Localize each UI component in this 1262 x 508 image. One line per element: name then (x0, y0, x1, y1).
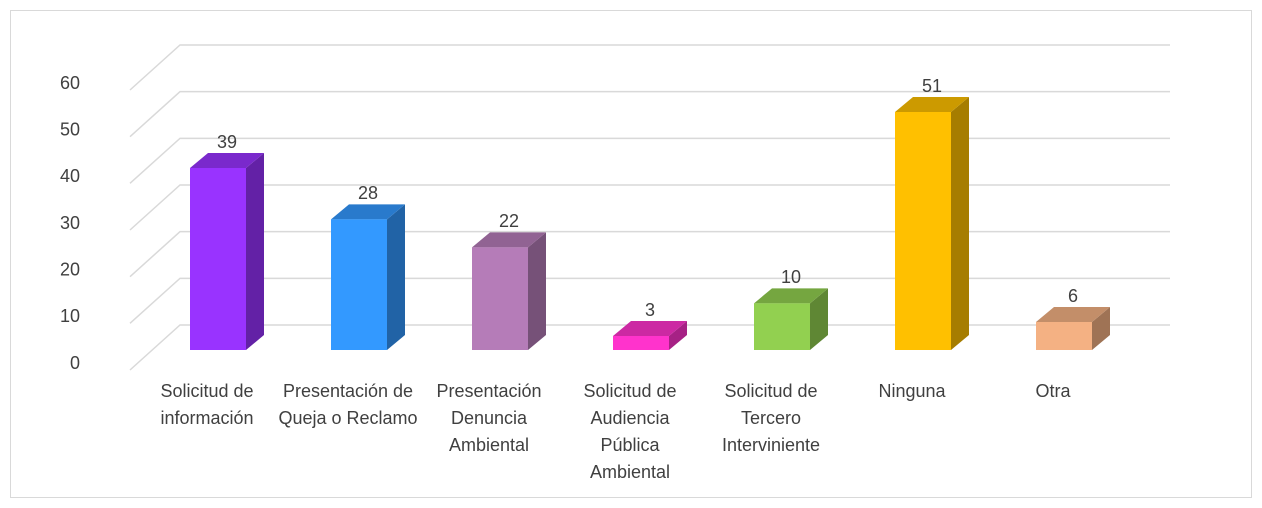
grid-line (129, 324, 1170, 371)
value-label: 10 (781, 267, 801, 287)
bar-top (472, 232, 546, 248)
x-tick-label: Presentación Denuncia Ambiental (436, 381, 542, 455)
bar-front (895, 112, 951, 350)
x-tick-label: Solicitud de Audiencia Pública Ambiental (583, 381, 677, 482)
y-tick-label: 50 (60, 119, 80, 139)
bar-side (669, 321, 687, 350)
grid-line (129, 137, 1170, 184)
bar-side (1092, 307, 1110, 350)
value-label: 22 (499, 211, 519, 231)
bar-front (1036, 322, 1092, 350)
bar-front (613, 336, 669, 350)
bar (895, 97, 969, 350)
x-tick-label: Ninguna (878, 381, 946, 401)
value-label: 51 (922, 76, 942, 96)
value-label: 39 (217, 132, 237, 152)
bar-front (190, 168, 246, 350)
bar-side (246, 153, 264, 350)
bar-front (754, 303, 810, 350)
bar (613, 321, 687, 350)
chart-border (10, 10, 1252, 498)
bar-side (810, 288, 828, 350)
bar (754, 288, 828, 350)
grid-line (129, 44, 1170, 91)
x-tick-label: Solicitud de información (160, 381, 254, 428)
bar (472, 232, 546, 350)
bar-top (895, 97, 969, 112)
bar-top (1036, 307, 1110, 322)
y-tick-label: 20 (60, 259, 80, 279)
grid-line (129, 90, 1170, 138)
y-tick-label: 10 (60, 306, 80, 326)
bar-front (472, 247, 528, 350)
y-tick-label: 0 (70, 353, 80, 373)
grid-line (129, 230, 1170, 278)
value-label: 28 (358, 183, 378, 203)
bar-top (613, 321, 687, 336)
bar (190, 153, 264, 350)
y-tick-label: 30 (60, 213, 80, 233)
bar-top (754, 288, 828, 304)
y-tick-label: 60 (60, 73, 80, 93)
grid-line (129, 184, 1170, 231)
value-label: 3 (645, 300, 655, 320)
x-tick-label: Otra (1035, 381, 1071, 401)
bar-top (190, 153, 264, 168)
x-tick-label: Solicitud de Tercero Interviniente (721, 381, 821, 455)
bar-top (331, 204, 405, 220)
bar-side (528, 232, 546, 350)
bar-front (331, 219, 387, 350)
grid-line (129, 277, 1170, 324)
bar-side (951, 97, 969, 350)
value-label: 6 (1068, 286, 1078, 306)
bar (1036, 307, 1110, 350)
bar (331, 204, 405, 350)
y-tick-label: 40 (60, 166, 80, 186)
x-tick-label: Presentación de Queja o Reclamo (278, 381, 418, 428)
bar-side (387, 204, 405, 350)
